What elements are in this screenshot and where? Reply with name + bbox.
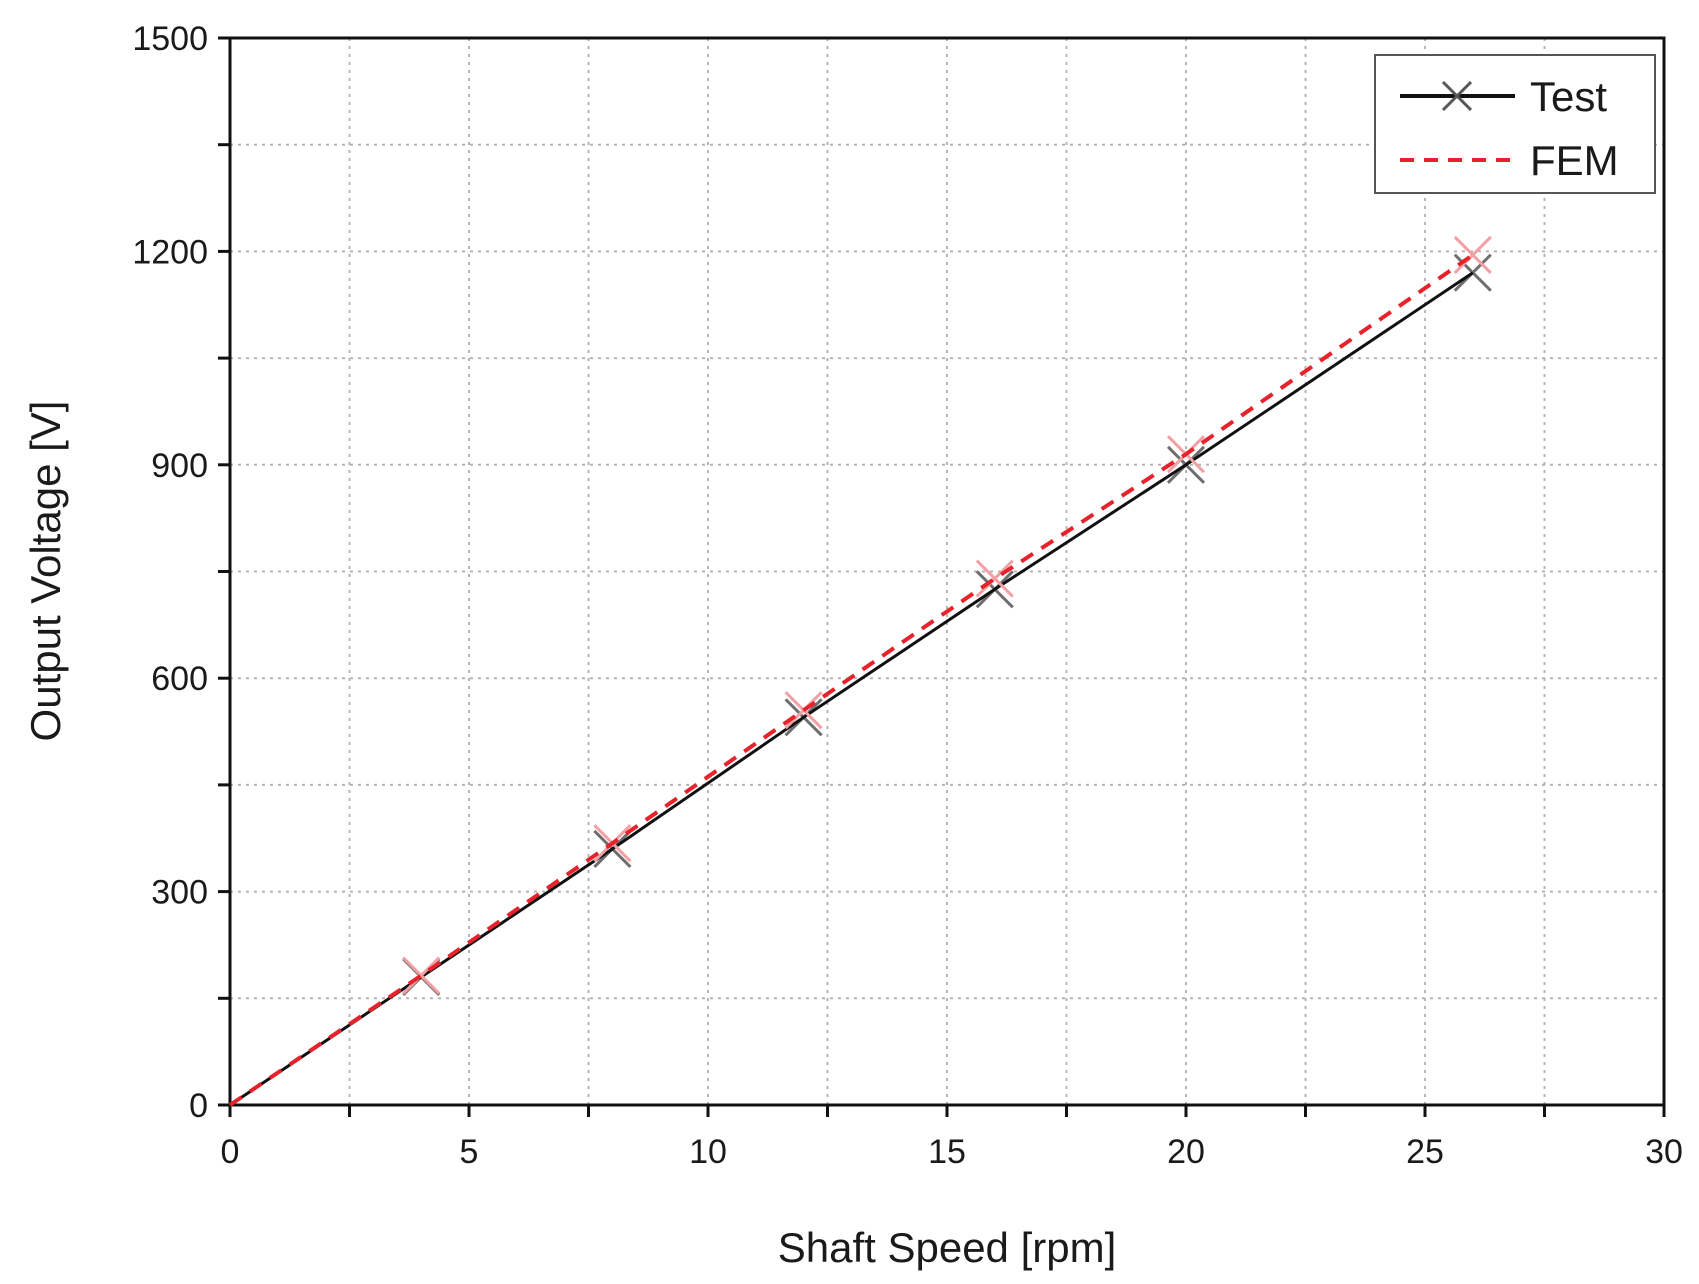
- x-axis-title: Shaft Speed [rpm]: [778, 1224, 1117, 1271]
- x-tick-label: 20: [1167, 1133, 1205, 1171]
- y-tick-label: 1500: [132, 20, 208, 58]
- y-tick-label: 900: [151, 447, 208, 485]
- x-tick-label: 25: [1406, 1133, 1444, 1171]
- x-tick-label: 5: [460, 1133, 479, 1171]
- data-point-fem: [402, 956, 441, 995]
- x-tick-label: 30: [1645, 1133, 1683, 1171]
- x-tick-labels: 0 5 10 15 20 25 30: [221, 1133, 1683, 1171]
- series-layer: [228, 235, 1492, 1107]
- legend: Test FEM: [1374, 54, 1656, 194]
- data-point-fem: [975, 559, 1014, 598]
- y-tick-labels: 0 300 600 900 1200 1500: [132, 20, 208, 1125]
- x-tick-label: 15: [928, 1133, 966, 1171]
- axis-ticks: [218, 36, 1666, 1117]
- series-line-fem: [228, 253, 1474, 1107]
- legend-marker-test: [1441, 80, 1473, 112]
- y-tick-label: 1200: [132, 233, 208, 271]
- y-tick-label: 300: [151, 874, 208, 912]
- y-axis-title: Output Voltage [V]: [22, 401, 69, 742]
- x-tick-label: 0: [221, 1133, 240, 1171]
- legend-label-fem: FEM: [1530, 137, 1619, 184]
- y-tick-label: 600: [151, 660, 208, 698]
- legend-label-test: Test: [1530, 73, 1607, 120]
- legend-box: [1374, 54, 1656, 194]
- x-tick-label: 10: [689, 1133, 727, 1171]
- y-tick-label: 0: [189, 1087, 208, 1125]
- data-point-fem: [1453, 235, 1492, 275]
- series-fem: [228, 235, 1492, 1107]
